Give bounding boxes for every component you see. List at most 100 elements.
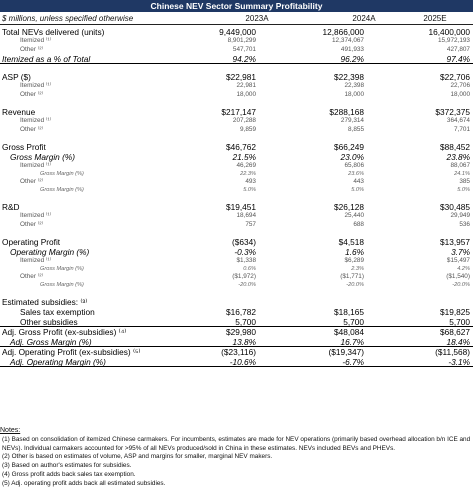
cell-2025E: 97.4% — [446, 54, 470, 64]
cell-2024A: 5.0% — [351, 186, 364, 193]
spacer-row — [0, 64, 473, 72]
cell-2023A: $217,147 — [221, 107, 256, 117]
row-label: Operating Margin (%) — [10, 247, 90, 257]
cell-2025E: $13,957 — [440, 237, 470, 247]
table-row: Itemized ⁽¹⁾ 8,901,299 12,374,067 15,972,19… — [0, 37, 473, 46]
cell-2023A: $1,338 — [236, 257, 256, 264]
note-5: (5) Adj. operating profit adds back all … — [2, 479, 166, 487]
cell-2024A: $6,289 — [344, 257, 364, 264]
cell-2023A: $29,980 — [226, 327, 256, 337]
cell-2024A: $48,084 — [334, 327, 364, 337]
cell-2023A: 22.3% — [240, 170, 256, 177]
row-label: Itemized ⁽¹⁾ — [20, 117, 52, 124]
row-label: Gross Profit — [2, 142, 46, 152]
cell-2024A: 23.6% — [348, 170, 364, 177]
cell-2023A: 94.2% — [232, 54, 256, 64]
row-label: Estimated subsidies: ⁽³⁾ — [2, 297, 88, 307]
cell-2025E: 29,949 — [450, 212, 470, 219]
cell-2023A: 13.8% — [232, 337, 256, 347]
note-4: (4) Gross profit adds back sales tax exe… — [2, 470, 136, 478]
cell-2024A: 12,866,000 — [322, 27, 364, 37]
table-row: Other subsidies 5,700 5,700 5,700 — [0, 317, 473, 327]
cell-2024A: ($19,347) — [328, 347, 364, 357]
table-row: Itemized ⁽¹⁾ 22,981 22,398 22,706 — [0, 82, 473, 91]
row-label: Other ⁽²⁾ — [20, 273, 44, 280]
table-row: Gross Margin (%) 22.3% 23.6% 24.1% — [0, 171, 473, 179]
cell-2024A: 25,440 — [344, 212, 364, 219]
note-3: (3) Based on author's estimates for subs… — [2, 462, 132, 470]
cell-2023A: 18,694 — [236, 212, 256, 219]
spacer-row — [0, 289, 473, 297]
row-label: Itemized ⁽¹⁾ — [20, 212, 52, 219]
row-label: Other ⁽²⁾ — [20, 178, 44, 185]
cell-2024A: 16.7% — [340, 337, 364, 347]
row-label: Operating Profit — [2, 237, 61, 247]
table-row: Itemized ⁽¹⁾ $1,338 $6,289 $15,497 — [0, 257, 473, 266]
cell-2024A: 18,000 — [344, 90, 364, 98]
table-row: Revenue $217,147 $288,168 $372,375 — [0, 107, 473, 117]
row-label: Gross Margin (%) — [40, 170, 84, 177]
cell-2024A: 23.0% — [340, 152, 364, 162]
cell-2024A: 22,398 — [344, 82, 364, 89]
cell-2024A: $288,168 — [329, 107, 364, 117]
cell-2024A: 96.2% — [340, 54, 364, 64]
cell-2023A: 493 — [245, 178, 256, 185]
table-row: Itemized ⁽¹⁾ 18,694 25,440 29,949 — [0, 212, 473, 221]
cell-2025E: 385 — [459, 178, 470, 185]
cell-2025E: 3.7% — [451, 247, 470, 257]
cell-2023A: ($23,116) — [221, 347, 256, 357]
table-row: Other ⁽²⁾ 9,859 8,855 7,701 — [0, 126, 473, 135]
cell-2023A: 207,288 — [232, 117, 256, 124]
table-row: Other ⁽²⁾ 757 688 536 — [0, 221, 473, 230]
table-row: Itemized as a % of Total 94.2% 96.2% 97.4% — [0, 54, 473, 64]
table-row: Gross Margin (%) 5.0% 5.0% 5.0% — [0, 187, 473, 195]
row-label: Adj. Gross Profit (ex-subsidies) ⁽⁴⁾ — [2, 327, 127, 337]
year-header-2023: 2023A — [245, 14, 269, 23]
row-label: R&D — [2, 202, 20, 212]
table-row: Other ⁽²⁾ ($1,972) ($1,771) ($1,540) — [0, 273, 473, 282]
row-label: Gross Margin (%) — [40, 265, 84, 272]
cell-2023A: ($1,972) — [232, 273, 256, 280]
row-label: Gross Margin (%) — [40, 186, 84, 193]
table-row: Adj. Gross Profit (ex-subsidies) ⁽⁴⁾ $29,… — [0, 327, 473, 337]
row-label: Itemized ⁽¹⁾ — [20, 257, 52, 264]
cell-2024A: $18,165 — [334, 307, 364, 317]
row-label: Other ⁽²⁾ — [20, 45, 44, 53]
cell-2025E: 23.8% — [446, 152, 470, 162]
table-row: R&D $19,451 $26,128 $30,485 — [0, 202, 473, 212]
cell-2023A: $22,981 — [226, 72, 256, 82]
cell-2024A: 8,855 — [348, 125, 364, 133]
cell-2024A: ($1,771) — [340, 273, 364, 280]
table-row: Total NEVs delivered (units) 9,449,000 12,… — [0, 27, 473, 37]
cell-2023A: 5,700 — [235, 317, 256, 327]
cell-2025E: 7,701 — [454, 125, 470, 133]
note-1: (1) Based on consolidation of itemized C… — [2, 435, 471, 452]
spacer-row — [0, 99, 473, 107]
cell-2024A: $22,398 — [334, 72, 364, 82]
table-row: Itemized ⁽¹⁾ 46,269 65,806 88,067 — [0, 162, 473, 171]
note-2: (2) Other is based on estimates of volum… — [2, 453, 273, 461]
cell-2025E: 15,972,193 — [438, 37, 470, 44]
table-row: Operating Margin (%) -0.3% 1.6% 3.7% — [0, 247, 473, 257]
table-row: Other ⁽²⁾ 18,000 18,000 18,000 — [0, 91, 473, 100]
data-table: Total NEVs delivered (units) 9,449,000 12,… — [0, 27, 473, 367]
table-row: Gross Profit $46,762 $66,249 $88,452 — [0, 142, 473, 152]
year-header-2024: 2024A — [352, 14, 376, 23]
row-label: Total NEVs delivered (units) — [2, 27, 105, 37]
cell-2023A: ($634) — [232, 237, 256, 247]
cell-2025E: $88,452 — [440, 142, 470, 152]
cell-2023A: 5.0% — [243, 186, 256, 193]
cell-2023A: -20.0% — [238, 281, 256, 288]
cell-2025E: $372,375 — [435, 107, 470, 117]
cell-2025E: $15,497 — [446, 257, 470, 264]
table-row: ASP ($) $22,981 $22,398 $22,706 — [0, 72, 473, 82]
cell-2024A: 443 — [353, 178, 364, 185]
row-label: Adj. Operating Margin (%) — [10, 357, 106, 367]
table-row: Itemized ⁽¹⁾ 207,288 279,314 364,674 — [0, 117, 473, 126]
cell-2025E: 18.4% — [446, 337, 470, 347]
cell-2023A: 21.5% — [232, 152, 256, 162]
spacer-row — [0, 194, 473, 202]
cell-2024A: 688 — [353, 220, 364, 228]
cell-2023A: 22,981 — [236, 82, 256, 89]
cell-2024A: -20.0% — [346, 281, 364, 288]
